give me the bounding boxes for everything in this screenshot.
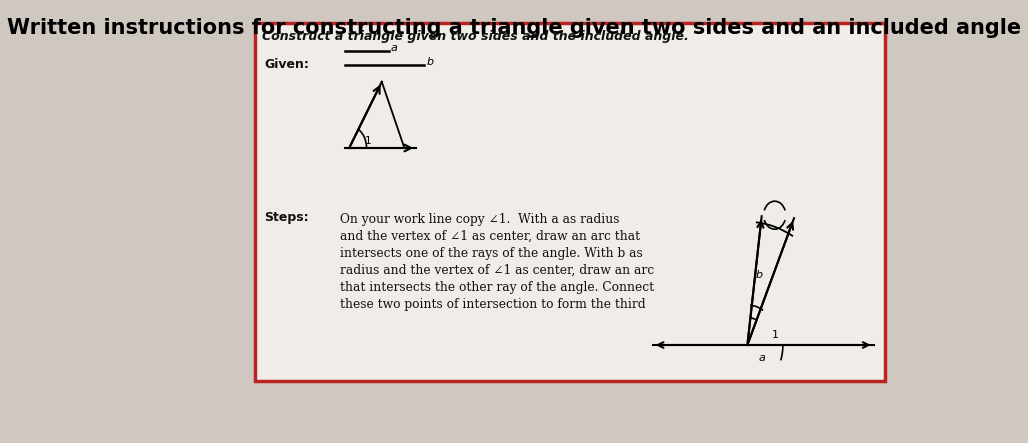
Text: Written instructions for constructing a triangle given two sides and an included: Written instructions for constructing a … [7, 18, 1021, 38]
Text: these two points of intersection to form the third: these two points of intersection to form… [339, 298, 646, 311]
Text: 1: 1 [771, 330, 778, 340]
Text: a: a [391, 43, 398, 53]
Text: b: b [756, 270, 763, 280]
Text: Given:: Given: [264, 58, 309, 71]
Text: intersects one of the rays of the angle. With b as: intersects one of the rays of the angle.… [339, 247, 642, 260]
Text: radius and the vertex of ∠1 as center, draw an arc: radius and the vertex of ∠1 as center, d… [339, 264, 654, 277]
Text: a: a [759, 353, 765, 363]
Text: that intersects the other ray of the angle. Connect: that intersects the other ray of the ang… [339, 281, 654, 294]
Text: and the vertex of ∠1 as center, draw an arc that: and the vertex of ∠1 as center, draw an … [339, 230, 639, 243]
Text: b: b [427, 57, 434, 67]
Text: 1: 1 [365, 136, 371, 146]
Text: On your work line copy ∠1.  With a as radius: On your work line copy ∠1. With a as rad… [339, 213, 619, 226]
Text: Steps:: Steps: [264, 211, 308, 224]
FancyBboxPatch shape [255, 23, 885, 381]
Text: Construct a triangle given two sides and the included angle.: Construct a triangle given two sides and… [262, 30, 689, 43]
